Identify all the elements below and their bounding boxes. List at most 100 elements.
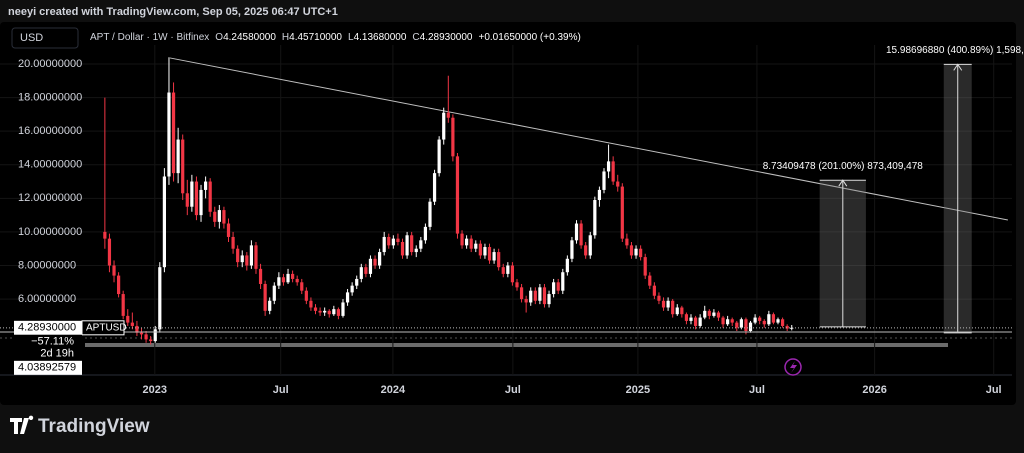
candle-body [748, 322, 753, 331]
candle-body [629, 245, 634, 256]
x-tick-label: 2025 [626, 384, 650, 396]
symbol-label: APTUSD [86, 322, 127, 333]
candle-body [272, 285, 276, 301]
candle-body [345, 292, 350, 303]
y-tick-label: 16.00000000 [18, 125, 82, 137]
candle-body [524, 299, 528, 303]
symbol-box [81, 320, 125, 336]
candle-body [684, 314, 689, 321]
candle-body [469, 238, 473, 249]
ohlc-value: 4.13680000 [354, 32, 407, 43]
candle-body [616, 181, 620, 187]
candle-body [112, 265, 116, 276]
candle-body [588, 235, 592, 256]
candle-body [199, 189, 203, 216]
candle-body [703, 310, 707, 318]
candle-body [130, 322, 134, 326]
candle-body [213, 211, 217, 222]
candle-body [176, 139, 180, 174]
candle-body [240, 255, 244, 263]
candle-body [378, 252, 382, 266]
ohlc-change: +0.01650000 (+0.39%) [478, 32, 580, 43]
x-tick-label: 2023 [143, 384, 167, 396]
candle-body [735, 322, 739, 328]
candle-body [355, 278, 359, 286]
candle-body [693, 317, 698, 326]
candle-body [533, 290, 537, 301]
candle-body [538, 287, 542, 301]
candle-body [739, 319, 743, 328]
y-tick-label: 12.00000000 [18, 192, 82, 204]
y-tick-label: 8.00000000 [18, 259, 76, 271]
candle-body [286, 273, 290, 283]
change-label: −57.11% [31, 336, 74, 348]
candle-body [675, 307, 679, 315]
candle-body [149, 339, 153, 342]
candle-body [373, 258, 377, 266]
x-tick-label: 2024 [381, 384, 406, 396]
measure-label: 15.98696880 (400.89%) 1,598,6 [886, 45, 1024, 56]
candle-body [387, 236, 391, 246]
candle-body [542, 287, 547, 305]
measure-arrowhead [953, 63, 963, 71]
candle-body [579, 223, 583, 246]
candle-body [446, 112, 450, 118]
candle-body [730, 319, 734, 323]
candle-body [547, 294, 551, 305]
candle-body [574, 223, 579, 241]
candle-body [721, 317, 725, 325]
y-tick-label: 14.00000000 [18, 159, 82, 171]
candle-body [726, 319, 730, 325]
candle-body [762, 320, 766, 325]
candle-body [304, 290, 308, 301]
measure-label: 8.73409478 (201.00%) 873,409,478 [763, 161, 924, 172]
y-tick-label: 10.00000000 [18, 226, 82, 238]
candle-body [758, 317, 762, 321]
candle-body [561, 272, 565, 291]
x-tick-label: 2026 [862, 384, 886, 396]
x-tick-label: Jul [749, 384, 765, 396]
candle-body [785, 325, 789, 329]
currency-button[interactable] [11, 27, 79, 49]
candle-body [236, 248, 240, 263]
candle-body [593, 200, 597, 236]
candle-body [245, 255, 249, 266]
candle-body [277, 277, 281, 286]
candle-body [222, 210, 226, 224]
candle-body [107, 238, 112, 266]
candle-body [620, 186, 624, 239]
candle-body [103, 231, 107, 239]
candle-body [780, 319, 785, 326]
candle-body [556, 282, 560, 291]
candle-body [181, 139, 185, 194]
candle-body [506, 265, 510, 274]
candle-body [712, 312, 716, 316]
currency-label[interactable]: USD [20, 32, 43, 44]
candle-body [126, 315, 130, 323]
y-tick-label: 18.00000000 [18, 91, 82, 103]
candle-body [268, 300, 272, 311]
candle-body [437, 139, 441, 174]
brand-logo [10, 415, 34, 434]
event-bolt [790, 361, 797, 373]
candle-body [139, 332, 144, 335]
candle-body [652, 285, 656, 296]
candle-body [300, 282, 304, 291]
candle-body [309, 300, 313, 308]
ref-label: 4.03892579 [18, 362, 76, 374]
candle-body [648, 275, 652, 286]
candle-body [519, 287, 524, 300]
candle-body [208, 181, 212, 212]
chart-panel [0, 22, 1016, 405]
event-icon[interactable] [784, 358, 802, 376]
last-price-label: 4.28930000 [18, 322, 76, 334]
candle-body [116, 275, 121, 295]
candle-body [698, 317, 702, 326]
candle-body [217, 210, 221, 222]
candle-body [707, 310, 711, 316]
credit: neeyi created with TradingView.com, Sep … [8, 6, 338, 18]
candle-body [158, 267, 162, 330]
y-tick-label: 6.00000000 [18, 293, 76, 305]
candle-body [661, 300, 666, 308]
